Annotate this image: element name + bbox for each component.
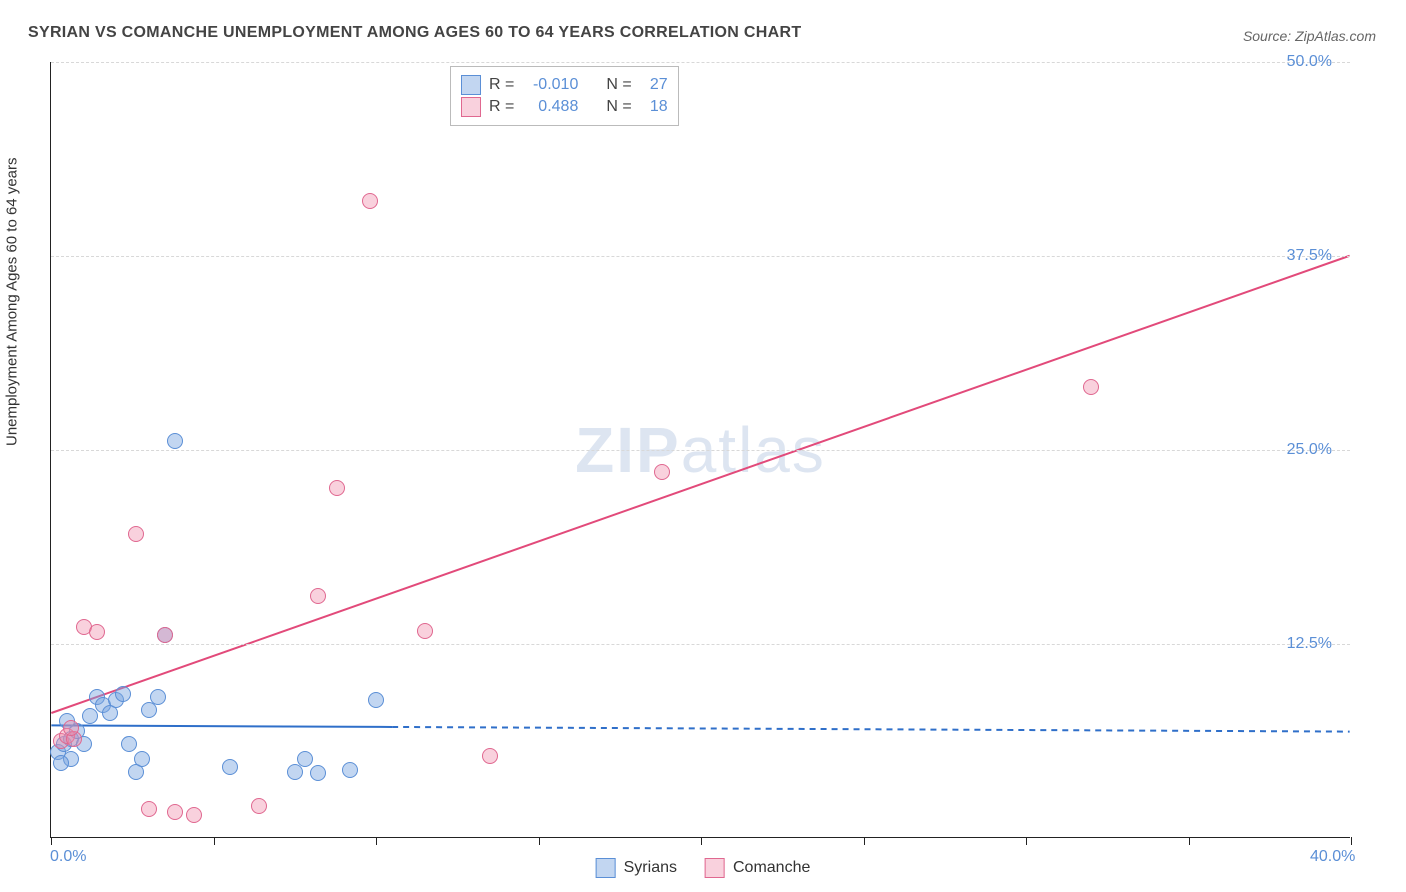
gridline [51,644,1350,645]
x-tick [376,837,377,845]
data-point [251,798,267,814]
legend-item: Comanche [705,858,810,878]
y-tick-label: 12.5% [1287,635,1332,653]
trend-line-extended [392,727,1350,732]
x-tick [1189,837,1190,845]
data-point [342,762,358,778]
data-point [297,751,313,767]
x-tick [701,837,702,845]
x-tick [1351,837,1352,845]
x-tick [51,837,52,845]
trend-line [51,725,392,727]
n-label: N = [606,98,631,116]
data-point [368,692,384,708]
data-point [121,736,137,752]
data-point [157,627,173,643]
data-point [167,804,183,820]
x-tick-label: 0.0% [50,848,86,866]
legend-item: Syrians [596,858,677,878]
n-label: N = [606,76,631,94]
data-point [654,464,670,480]
y-tick-label: 50.0% [1287,53,1332,71]
x-tick [864,837,865,845]
data-point [310,765,326,781]
series-legend: Syrians Comanche [596,858,811,878]
x-tick [1026,837,1027,845]
data-point [329,480,345,496]
data-point [482,748,498,764]
data-point [141,801,157,817]
r-label: R = [489,76,514,94]
r-label: R = [489,98,514,116]
legend-swatch [461,75,481,95]
data-point [362,193,378,209]
data-point [222,759,238,775]
data-point [417,623,433,639]
source-name: ZipAtlas.com [1295,28,1376,44]
data-point [167,433,183,449]
r-value: -0.010 [522,76,578,94]
legend-row: R = 0.488 N = 18 [461,97,668,117]
x-tick-label: 40.0% [1310,848,1355,866]
y-tick-label: 37.5% [1287,247,1332,265]
data-point [134,751,150,767]
plot-area: ZIPatlas 12.5%25.0%37.5%50.0% [50,62,1350,838]
r-value: 0.488 [522,98,578,116]
stats-legend: R = -0.010 N = 27 R = 0.488 N = 18 [450,66,679,126]
gridline [51,450,1350,451]
data-point [310,588,326,604]
chart-container: SYRIAN VS COMANCHE UNEMPLOYMENT AMONG AG… [0,0,1406,892]
legend-swatch [596,858,616,878]
data-point [186,807,202,823]
y-tick-label: 25.0% [1287,441,1332,459]
data-point [82,708,98,724]
legend-swatch [705,858,725,878]
chart-title: SYRIAN VS COMANCHE UNEMPLOYMENT AMONG AG… [28,24,801,42]
data-point [128,526,144,542]
n-value: 18 [640,98,668,116]
source-attribution: Source: ZipAtlas.com [1243,28,1376,44]
y-axis-label: Unemployment Among Ages 60 to 64 years [4,157,21,446]
gridline [51,256,1350,257]
data-point [1083,379,1099,395]
gridline [51,62,1350,63]
n-value: 27 [640,76,668,94]
x-tick [539,837,540,845]
legend-swatch [461,97,481,117]
data-point [150,689,166,705]
data-point [89,624,105,640]
data-point [63,720,79,736]
data-point [115,686,131,702]
x-tick [214,837,215,845]
legend-series-name: Comanche [733,859,810,877]
source-label: Source: [1243,28,1295,44]
data-point [53,755,69,771]
legend-row: R = -0.010 N = 27 [461,75,668,95]
legend-series-name: Syrians [624,859,677,877]
